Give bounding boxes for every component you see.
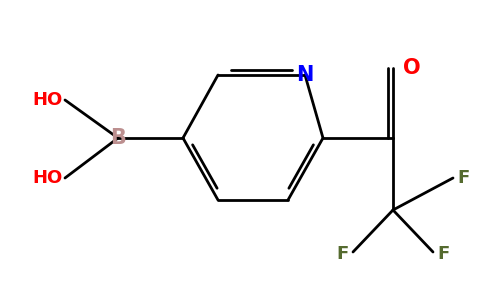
Text: HO: HO [33, 169, 63, 187]
Text: N: N [296, 65, 314, 85]
Text: B: B [110, 128, 126, 148]
Text: O: O [403, 58, 421, 78]
Text: F: F [437, 245, 449, 263]
Text: HO: HO [33, 91, 63, 109]
Text: F: F [337, 245, 349, 263]
Text: F: F [457, 169, 469, 187]
